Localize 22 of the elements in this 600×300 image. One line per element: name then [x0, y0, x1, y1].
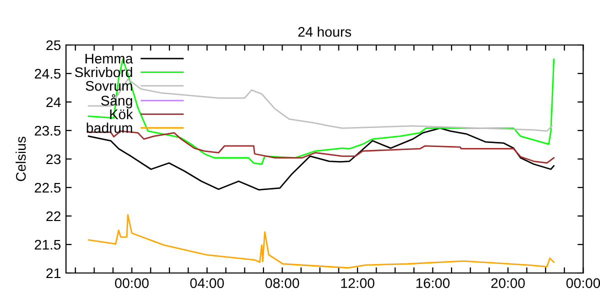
x-tick-label: 00:00	[566, 278, 600, 288]
legend-label: badrum	[86, 122, 132, 133]
line-series	[88, 214, 555, 269]
y-tick-label: 21	[46, 268, 60, 278]
x-tick-label: 08:00	[265, 278, 300, 288]
y-tick-label: 24.5	[34, 68, 61, 79]
y-tick-label: 24	[46, 97, 61, 108]
x-tick-label: 20:00	[491, 278, 525, 288]
y-tick-label: 25	[46, 40, 61, 50]
x-tick-label: 12:00	[341, 278, 374, 288]
line-series	[88, 78, 553, 132]
y-tick-label: 21.5	[34, 240, 61, 250]
y-tick-label: 23	[46, 154, 61, 164]
y-tick-label: 22.5	[34, 182, 61, 193]
y-tick-label: 22	[46, 211, 60, 222]
legend-label: Hemma	[86, 54, 133, 64]
x-tick-label: 04:00	[190, 278, 224, 288]
x-tick-label: 16:00	[416, 278, 450, 288]
y-axis-title: Celsius	[16, 136, 26, 182]
chart-title: 24 hours	[298, 26, 352, 37]
y-tick-label: 23.5	[34, 126, 61, 136]
x-tick-label: 00:00	[114, 278, 149, 288]
